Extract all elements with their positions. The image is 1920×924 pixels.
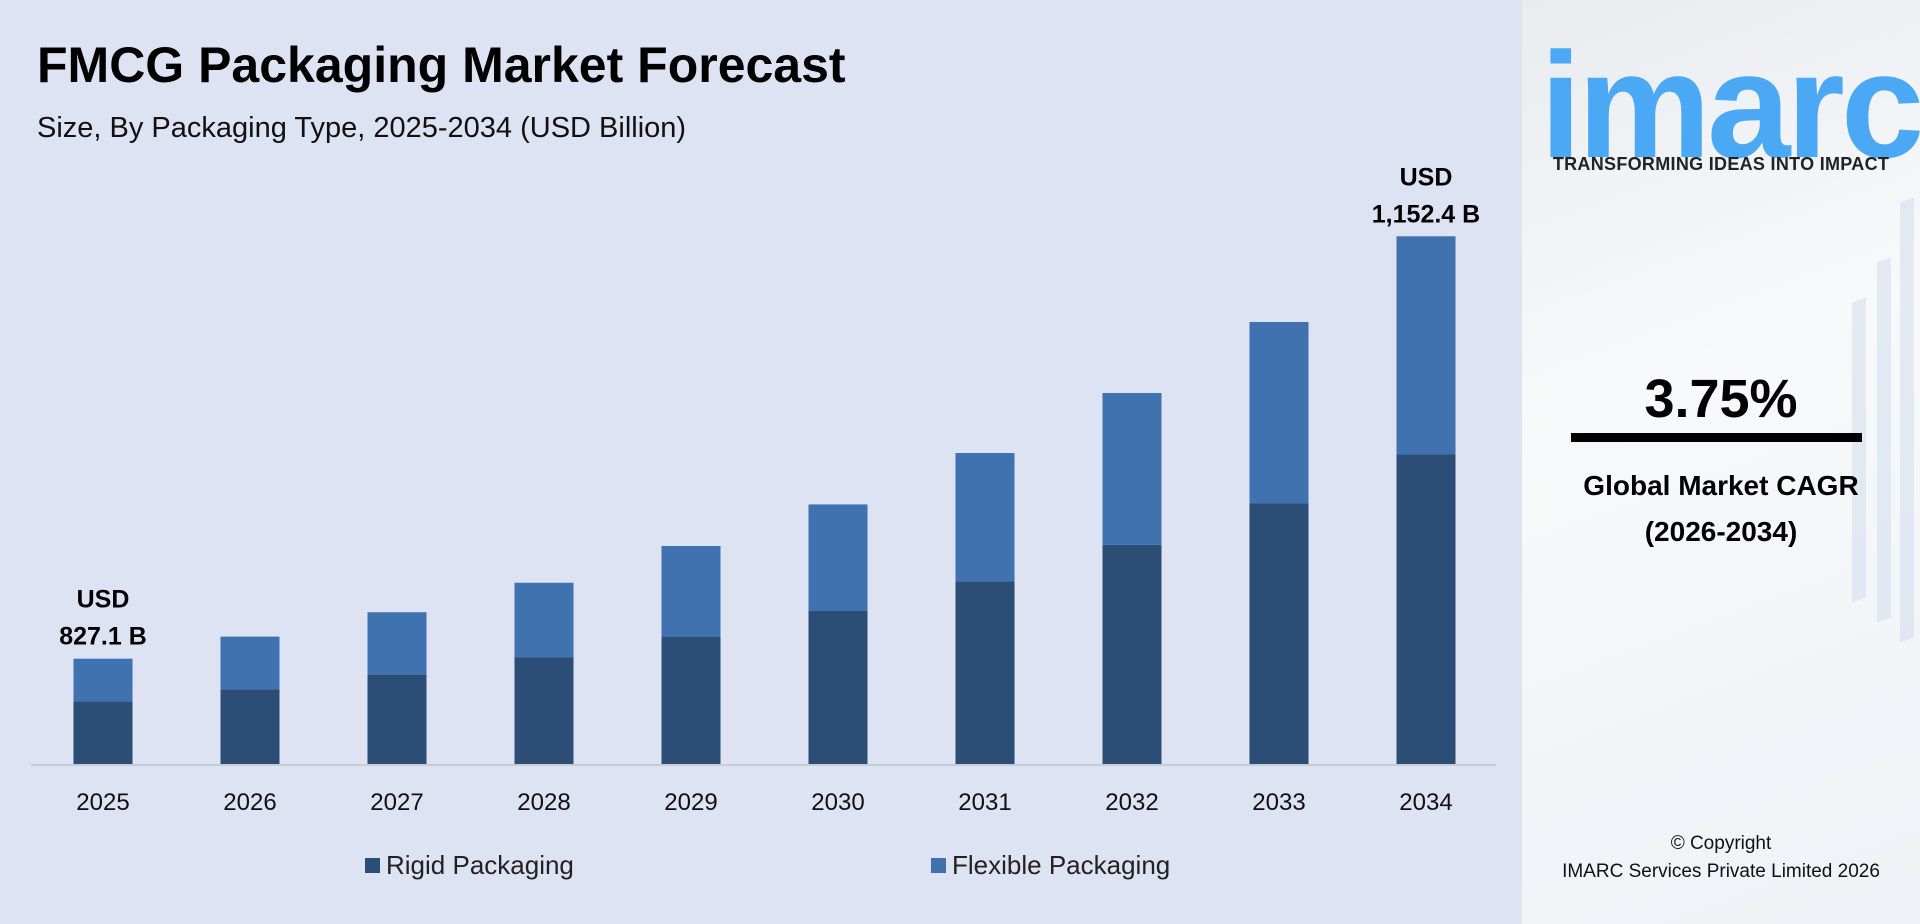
x-tick-label: 2031 bbox=[958, 789, 1011, 816]
chart-subtitle: Size, By Packaging Type, 2025-2034 (USD … bbox=[37, 112, 687, 144]
brand-tagline: TRANSFORMING IDEAS INTO IMPACT bbox=[1552, 154, 1890, 174]
cagr-label-line2: (2026-2034) bbox=[1644, 516, 1798, 547]
info-panel: imarc TRANSFORMING IDEAS INTO IMPACT 3.7… bbox=[1522, 0, 1920, 924]
bar-rigid-2030 bbox=[808, 610, 868, 764]
data-label-2025-currency: USD bbox=[77, 586, 130, 614]
bar-flexible-2028 bbox=[514, 582, 574, 658]
bar-flexible-2031 bbox=[955, 453, 1015, 582]
copyright: © Copyright IMARC Services Private Limit… bbox=[1522, 830, 1920, 886]
legend-swatch-rigid bbox=[365, 858, 380, 873]
legend-swatch-flexible bbox=[931, 858, 946, 873]
x-tick-label: 2030 bbox=[811, 789, 864, 816]
x-tick-label: 2029 bbox=[664, 789, 717, 816]
bar-rigid-2029 bbox=[661, 636, 721, 764]
cagr-value: 3.75% bbox=[1644, 369, 1798, 429]
background-decoration bbox=[1852, 297, 1866, 603]
copyright-line2: IMARC Services Private Limited 2026 bbox=[1562, 861, 1880, 882]
imarc-logo: imarc bbox=[1540, 21, 1920, 189]
x-tick-label: 2033 bbox=[1252, 789, 1305, 816]
chart-panel: FMCG Packaging Market Forecast Size, By … bbox=[0, 0, 1522, 924]
x-tick-label: 2032 bbox=[1105, 789, 1158, 816]
cagr-divider bbox=[1571, 433, 1862, 442]
legend-item-flexible: Flexible Packaging bbox=[931, 850, 1170, 881]
x-tick-label: 2026 bbox=[223, 789, 276, 816]
bar-rigid-2032 bbox=[1102, 544, 1162, 764]
legend-item-rigid: Rigid Packaging bbox=[365, 850, 574, 881]
data-label-2025-value: 827.1 B bbox=[59, 623, 147, 651]
data-label-2034-value: 1,152.4 B bbox=[1372, 200, 1480, 228]
bar-rigid-2031 bbox=[955, 581, 1015, 764]
bar-rigid-2028 bbox=[514, 657, 574, 764]
background-decoration bbox=[1877, 257, 1891, 623]
bar-rigid-2025 bbox=[73, 701, 133, 764]
bar-rigid-2033 bbox=[1249, 503, 1309, 764]
bar-rigid-2034 bbox=[1396, 454, 1456, 764]
bar-rigid-2026 bbox=[220, 689, 280, 764]
x-tick-label: 2025 bbox=[76, 789, 129, 816]
data-label-2034-currency: USD bbox=[1400, 163, 1453, 191]
bar-flexible-2025 bbox=[73, 658, 133, 702]
cagr-label: Global Market CAGR (2026-2034) bbox=[1522, 463, 1920, 555]
bar-flexible-2026 bbox=[220, 636, 280, 690]
legend-label-rigid: Rigid Packaging bbox=[386, 850, 574, 880]
bar-flexible-2032 bbox=[1102, 393, 1162, 545]
bar-rigid-2027 bbox=[367, 674, 427, 764]
legend-label-flexible: Flexible Packaging bbox=[952, 850, 1171, 880]
x-tick-label: 2028 bbox=[517, 789, 570, 816]
cagr-label-line1: Global Market CAGR bbox=[1583, 470, 1859, 501]
bar-flexible-2030 bbox=[808, 504, 868, 611]
chart-title: FMCG Packaging Market Forecast bbox=[37, 37, 846, 93]
bar-flexible-2033 bbox=[1249, 321, 1309, 504]
bar-flexible-2029 bbox=[661, 545, 721, 637]
x-tick-label: 2027 bbox=[370, 789, 423, 816]
stacked-bar-chart: 2025 USD 827.1 B 2026 2027 2028 2029 2030 2031 20… bbox=[31, 163, 1496, 816]
bar-flexible-2034 bbox=[1396, 236, 1456, 455]
bar-flexible-2027 bbox=[367, 612, 427, 675]
x-tick-label: 2034 bbox=[1399, 789, 1452, 816]
copyright-line1: © Copyright bbox=[1670, 833, 1772, 854]
